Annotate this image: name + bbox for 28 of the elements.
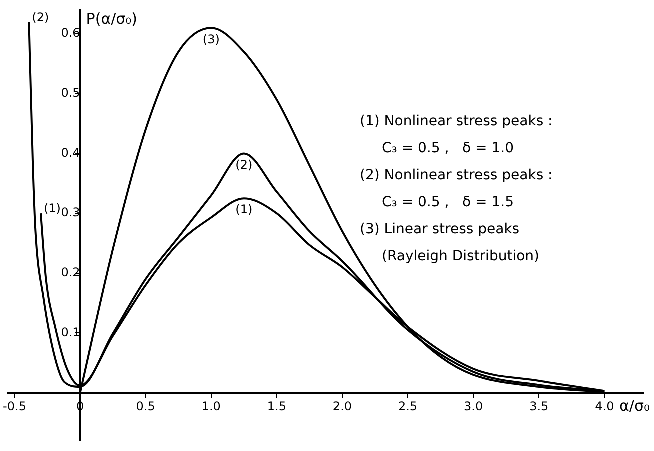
- y-tick-label: 0.1: [61, 325, 80, 340]
- y-axis-title: P(α/σ₀): [86, 10, 138, 28]
- x-tick-label: -0.5: [3, 399, 26, 414]
- x-tick-label: 0.5: [136, 399, 156, 414]
- annotation: (1) Nonlinear stress peaks :: [360, 114, 553, 130]
- annotation: (2): [32, 10, 50, 24]
- x-tick-label: 1.0: [202, 399, 221, 414]
- y-tick-label: 0.3: [61, 206, 80, 220]
- series-label: (3): [202, 32, 220, 46]
- y-tick-label: 0.2: [61, 265, 80, 280]
- x-tick-label: 1.5: [267, 399, 286, 414]
- annotation: C₃ = 0.5 , δ = 1.5: [382, 194, 514, 211]
- series-label: (1): [236, 202, 253, 217]
- x-tick-label: 3.5: [530, 399, 549, 414]
- x-tick-label: 3.0: [464, 399, 484, 414]
- x-tick-label: 4.0: [595, 399, 614, 414]
- annotation: (Rayleigh Distribution): [382, 248, 540, 265]
- series-label: (2): [236, 158, 253, 172]
- annotation: C₃ = 0.5 , δ = 1.0: [382, 140, 514, 157]
- annotation: (3) Linear stress peaks: [360, 222, 520, 238]
- annotation: (1): [44, 202, 61, 216]
- y-tick-label: 0.6: [61, 26, 80, 40]
- x-tick-label: 2.5: [398, 399, 418, 414]
- x-axis-title: α/σ₀: [620, 396, 650, 415]
- y-tick-label: 0.5: [61, 86, 80, 100]
- y-tick-label: 0.4: [61, 146, 80, 160]
- x-tick-label: 2.0: [332, 399, 352, 414]
- annotation: (2) Nonlinear stress peaks :: [360, 168, 553, 184]
